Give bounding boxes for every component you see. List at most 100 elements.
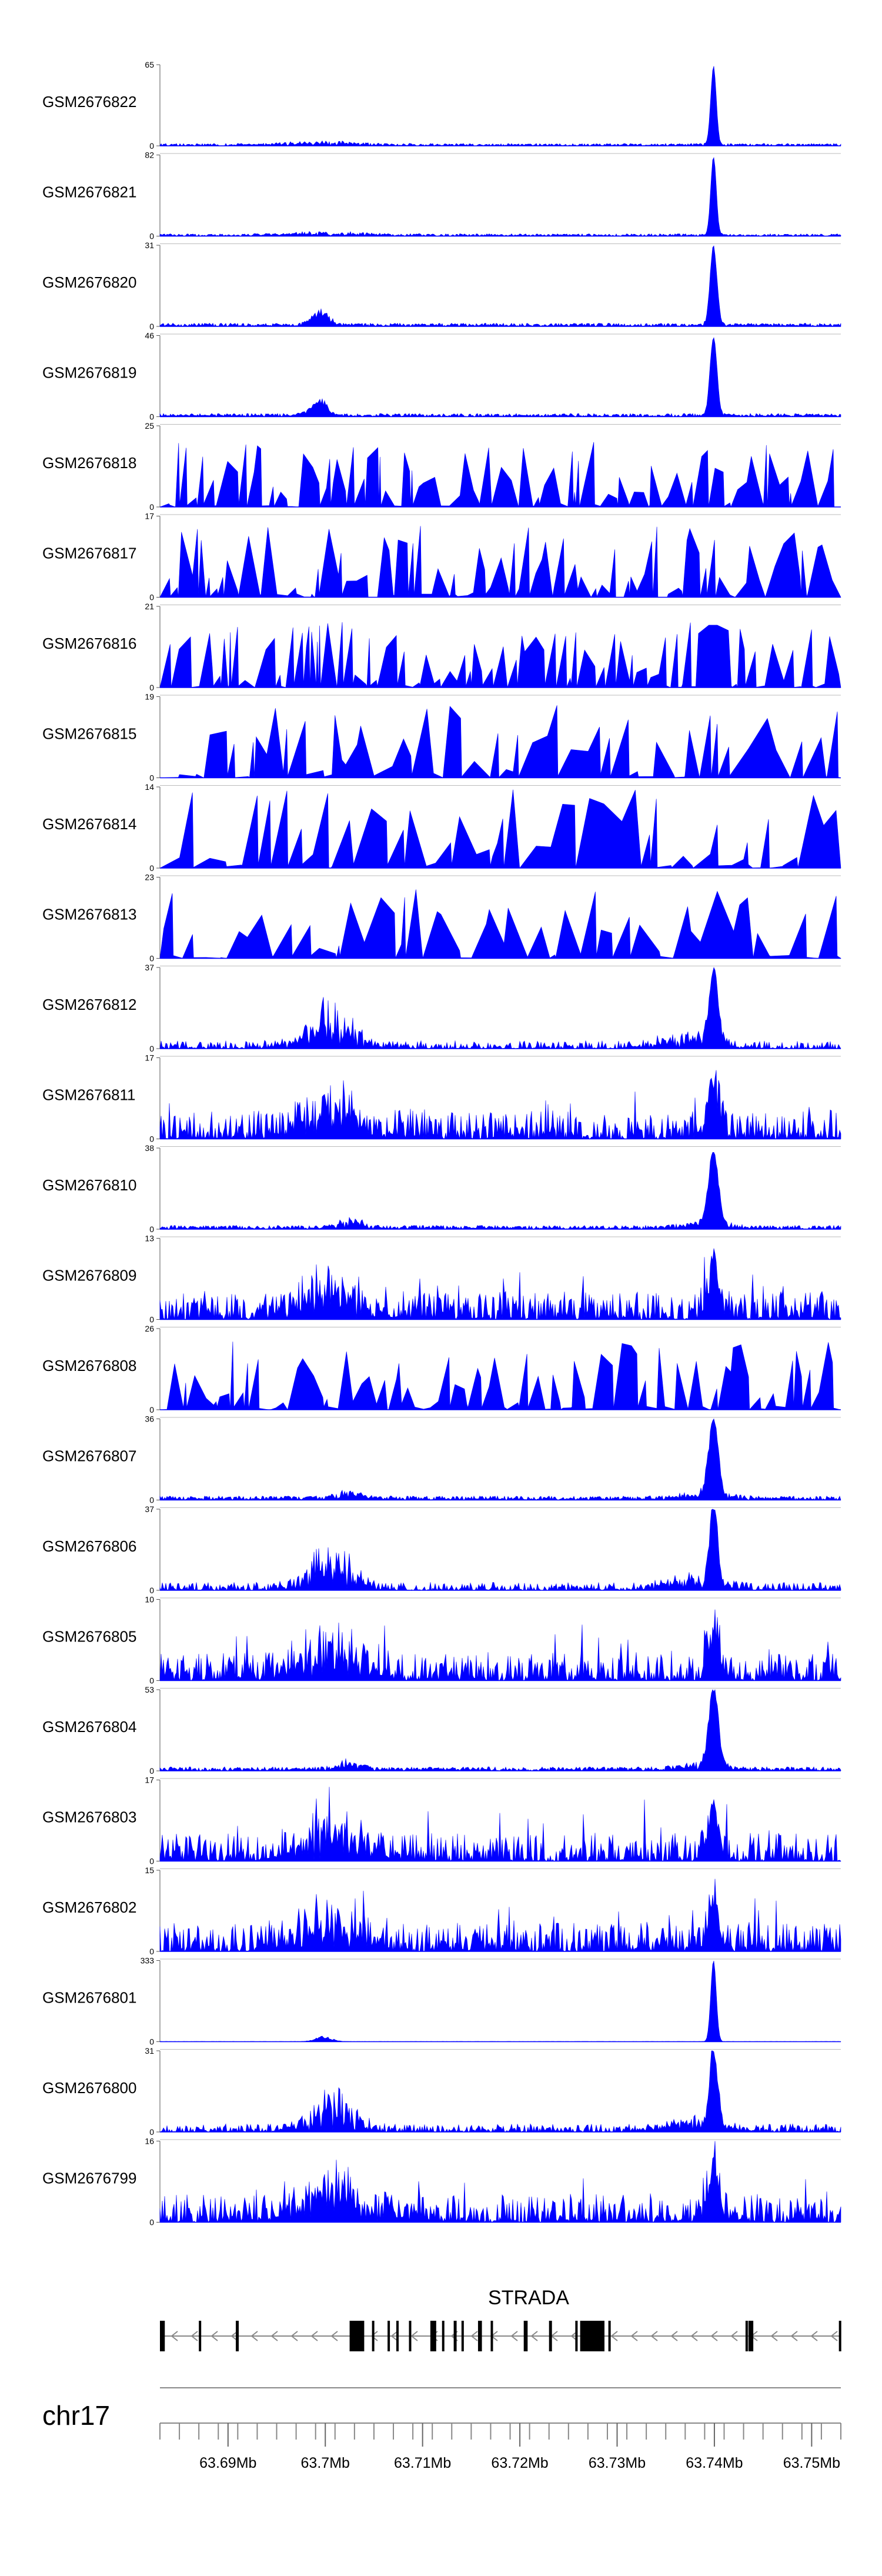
- track-GSM2676801: GSM2676801 333 0: [42, 1956, 841, 2050]
- strand-arrow: [830, 2331, 838, 2341]
- track-label: GSM2676816: [42, 635, 136, 652]
- exon: [396, 2321, 399, 2351]
- y-max-label: 65: [145, 60, 154, 69]
- y-zero-label: 0: [149, 683, 154, 692]
- track-GSM2676804: GSM2676804 53 0: [42, 1685, 841, 1779]
- strand-arrow: [470, 2331, 478, 2341]
- track-label: GSM2676807: [42, 1447, 136, 1465]
- exon: [199, 2321, 202, 2351]
- track-label: GSM2676821: [42, 183, 136, 201]
- y-max-label: 46: [145, 331, 154, 341]
- exon: [387, 2321, 390, 2351]
- exon: [580, 2321, 605, 2351]
- y-zero-label: 0: [149, 1405, 154, 1414]
- coverage-area: [159, 1878, 841, 1952]
- coverage-area: [159, 789, 841, 869]
- strand-arrow: [171, 2331, 178, 2341]
- genome-axis-track: chr17 63.69Mb 63.7Mb 63.71Mb 63.72Mb 63.73Mb…: [42, 2387, 841, 2471]
- axis-tick-label: 63.73Mb: [589, 2455, 646, 2471]
- coverage-area: [159, 1342, 841, 1410]
- y-max-label: 17: [145, 1053, 154, 1063]
- y-max-label: 38: [145, 1143, 154, 1153]
- y-max-label: 37: [145, 963, 154, 972]
- strand-arrow: [770, 2331, 778, 2341]
- axis-tick-label: 63.69Mb: [199, 2455, 256, 2471]
- strand-arrow: [230, 2331, 238, 2341]
- track-label: GSM2676808: [42, 1357, 136, 1374]
- y-zero-label: 0: [149, 1134, 154, 1144]
- y-zero-label: 0: [149, 2218, 154, 2227]
- coverage-area: [159, 1961, 841, 2042]
- track-GSM2676816: GSM2676816 21 0: [42, 602, 841, 696]
- y-zero-label: 0: [149, 322, 154, 331]
- exon: [477, 2321, 482, 2351]
- y-zero-label: 0: [149, 1496, 154, 1505]
- y-zero-label: 0: [149, 2037, 154, 2047]
- track-label: GSM2676815: [42, 725, 136, 743]
- strand-arrow: [191, 2331, 198, 2341]
- track-GSM2676817: GSM2676817 17 0: [42, 512, 841, 605]
- track-label: GSM2676818: [42, 454, 136, 472]
- axis-tick-label: 63.72Mb: [491, 2455, 548, 2471]
- coverage-area: [159, 1070, 841, 1140]
- strand-arrow: [630, 2331, 638, 2341]
- y-max-label: 82: [145, 151, 154, 160]
- track-label: GSM2676812: [42, 996, 136, 1013]
- track-GSM2676815: GSM2676815 19 0: [42, 692, 841, 786]
- chromosome-label: chr17: [42, 2400, 110, 2431]
- strand-arrow: [250, 2331, 258, 2341]
- exon: [748, 2321, 754, 2351]
- strand-arrow: [730, 2331, 738, 2341]
- strand-arrow: [530, 2331, 538, 2341]
- y-zero-label: 0: [149, 141, 154, 151]
- track-label: GSM2676819: [42, 364, 136, 382]
- y-max-label: 10: [145, 1595, 154, 1604]
- track-label: GSM2676817: [42, 545, 136, 562]
- strand-arrow: [270, 2331, 278, 2341]
- coverage-area: [159, 622, 841, 688]
- y-max-label: 15: [145, 1866, 154, 1875]
- track-GSM2676802: GSM2676802 15 0: [42, 1866, 841, 1960]
- strand-arrow: [330, 2331, 338, 2341]
- y-zero-label: 0: [149, 2127, 154, 2137]
- track-GSM2676808: GSM2676808 26 0: [42, 1324, 841, 1418]
- strand-arrow: [670, 2331, 678, 2341]
- coverage-area: [159, 1689, 841, 1771]
- track-label: GSM2676814: [42, 815, 136, 833]
- exon: [160, 2321, 165, 2351]
- exon: [349, 2321, 365, 2351]
- coverage-area: [159, 1152, 841, 1230]
- coverage-area: [159, 1787, 841, 1862]
- y-zero-label: 0: [149, 863, 154, 873]
- y-max-label: 14: [145, 782, 154, 792]
- coverage-area: [159, 442, 841, 508]
- y-zero-label: 0: [149, 1947, 154, 1956]
- strand-arrow: [211, 2331, 218, 2341]
- track-GSM2676806: GSM2676806 37 0: [42, 1504, 841, 1599]
- track-GSM2676814: GSM2676814 14 0: [42, 782, 841, 876]
- track-GSM2676799: GSM2676799 16 0: [42, 2137, 841, 2227]
- y-zero-label: 0: [149, 1044, 154, 1053]
- exon: [490, 2321, 493, 2351]
- y-max-label: 26: [145, 1324, 154, 1333]
- exon: [409, 2321, 412, 2351]
- y-zero-label: 0: [149, 412, 154, 422]
- exon: [838, 2321, 841, 2351]
- y-zero-label: 0: [149, 1676, 154, 1686]
- track-GSM2676805: GSM2676805 10 0: [42, 1595, 841, 1689]
- coverage-area: [159, 156, 841, 236]
- strand-arrow: [690, 2331, 698, 2341]
- gene-name-label: STRADA: [488, 2287, 569, 2309]
- coverage-area: [159, 1248, 841, 1320]
- exon: [372, 2321, 375, 2351]
- track-label: GSM2676811: [42, 1086, 136, 1104]
- coverage-area: [159, 66, 841, 146]
- track-GSM2676821: GSM2676821 82 0: [42, 151, 841, 244]
- coverage-area: [159, 2141, 841, 2223]
- y-zero-label: 0: [149, 1766, 154, 1776]
- coverage-area: [159, 705, 841, 779]
- exon: [430, 2321, 436, 2351]
- track-label: GSM2676799: [42, 2170, 136, 2187]
- coverage-area: [159, 245, 841, 327]
